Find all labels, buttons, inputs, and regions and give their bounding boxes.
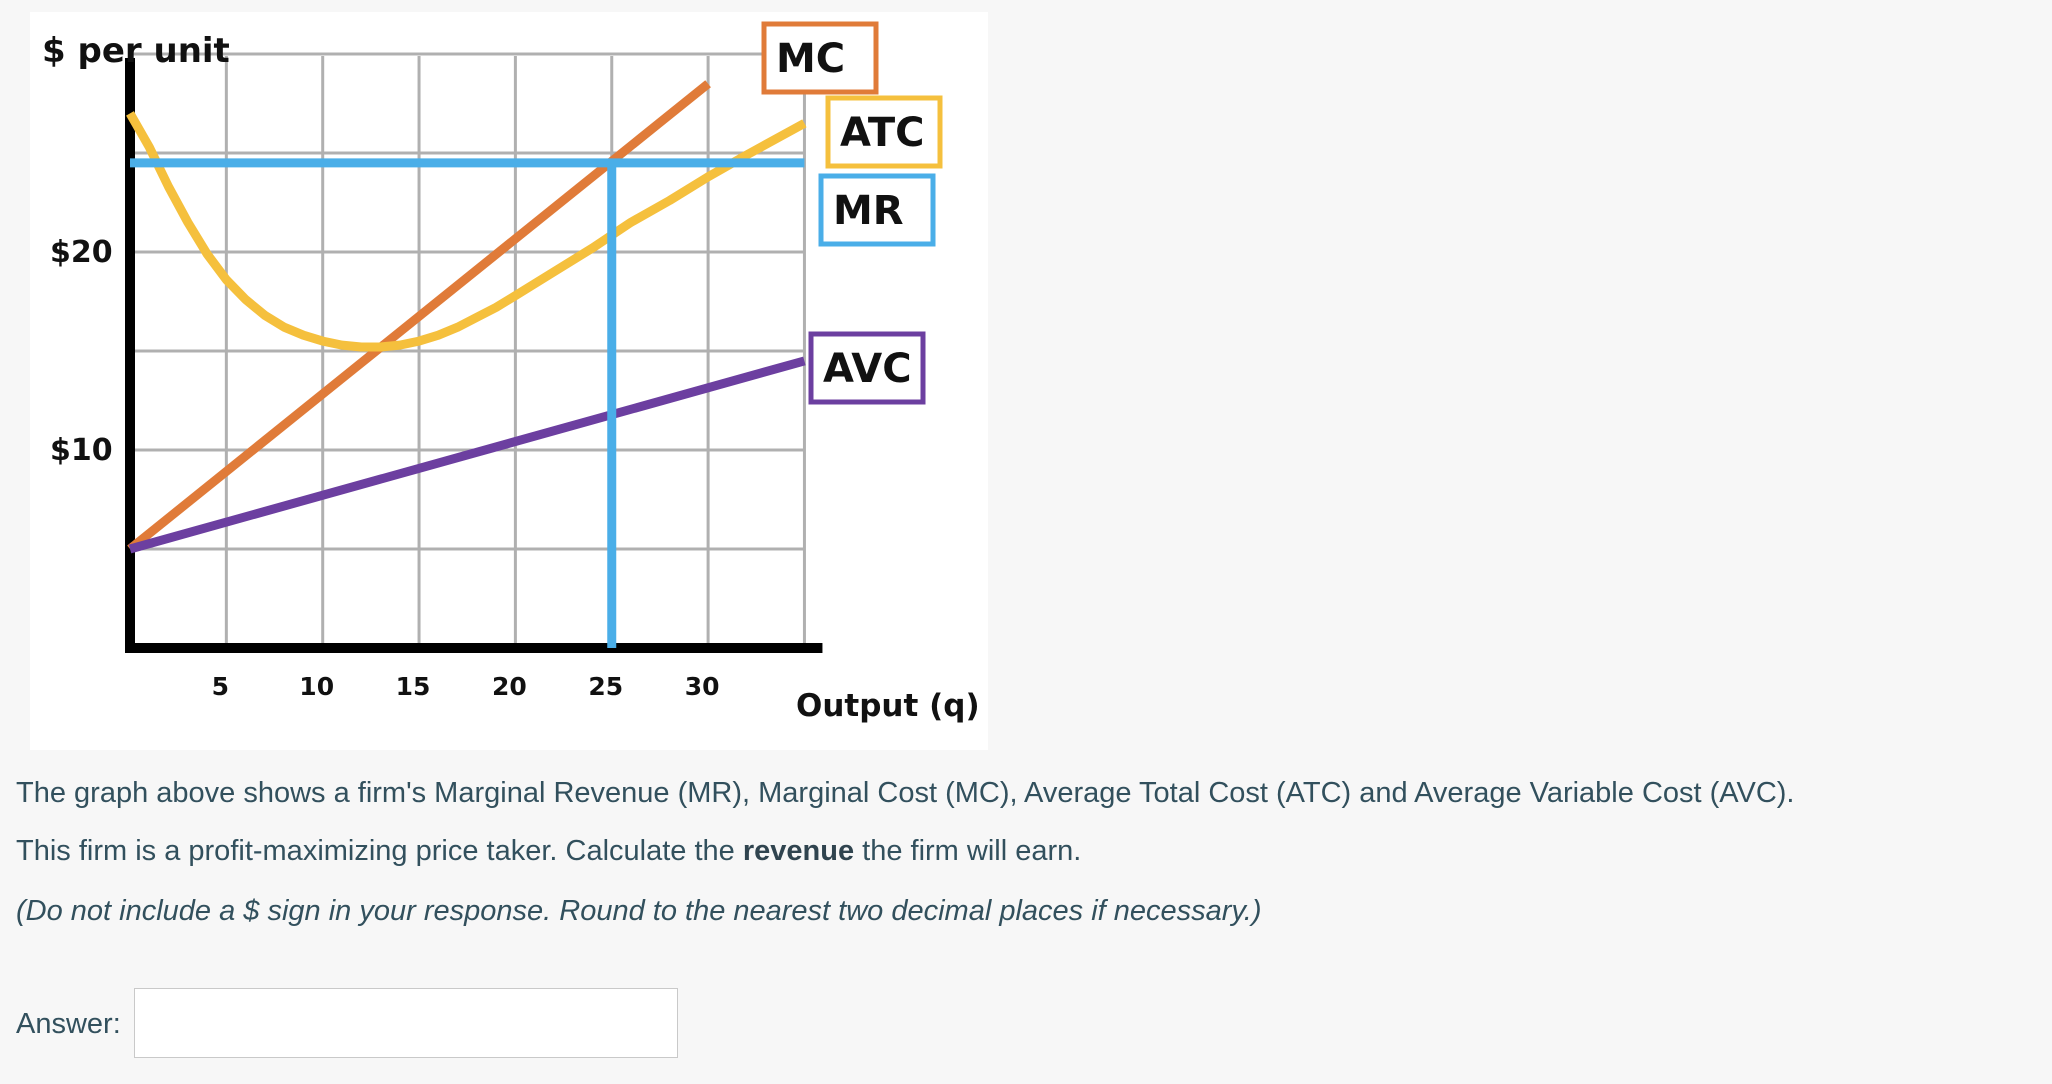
question-line-2-start: This firm is a profit-maximizing price t… <box>16 835 743 867</box>
legend-label: MR <box>833 188 904 234</box>
question-line-1: The graph above shows a firm's Marginal … <box>16 777 1795 809</box>
x-axis-title: Output (q) <box>796 688 980 724</box>
legend-label: AVC <box>823 346 912 392</box>
x-tick-label: 15 <box>396 672 431 701</box>
x-tick-label: 30 <box>685 672 720 701</box>
legend-box <box>825 95 943 169</box>
legend-label: ATC <box>840 110 925 156</box>
instruction-note-text: (Do not include a $ sign in your respons… <box>16 895 1262 927</box>
x-tick-label: 20 <box>492 672 527 701</box>
legend-label: MC <box>776 36 845 82</box>
question-emphasis: revenue <box>742 835 855 867</box>
question-line-2-end: the firm will earn. <box>854 835 1082 867</box>
legend-box <box>761 21 879 95</box>
instruction-note: (Do not include a $ sign in your respons… <box>16 894 1262 929</box>
answer-input[interactable] <box>134 988 678 1058</box>
series-line <box>126 111 807 352</box>
question-text-1: The graph above shows a firm's Marginal … <box>16 776 1794 811</box>
question-text-2: This firm is a profit-maximizing price t… <box>16 834 1081 869</box>
x-tick-label: 5 <box>212 672 229 701</box>
cost-curves-chart: 5 10 15 20 25 30 $10 $20 $ per unit Output (q) MC A… <box>42 21 980 724</box>
legend-box <box>818 173 936 247</box>
y-tick-label: $10 <box>50 433 113 468</box>
x-tick-label: 10 <box>299 672 334 701</box>
series-line <box>128 356 806 554</box>
chart-panel: 5 10 15 20 25 30 $10 $20 $ per unit Output (q) MC A… <box>30 12 988 750</box>
answer-label: Answer: <box>16 1008 121 1040</box>
legend-box <box>808 331 926 405</box>
y-axis-title: $ per unit <box>42 31 230 71</box>
y-tick-label: $20 <box>50 235 113 270</box>
x-tick-label: 25 <box>588 672 623 701</box>
